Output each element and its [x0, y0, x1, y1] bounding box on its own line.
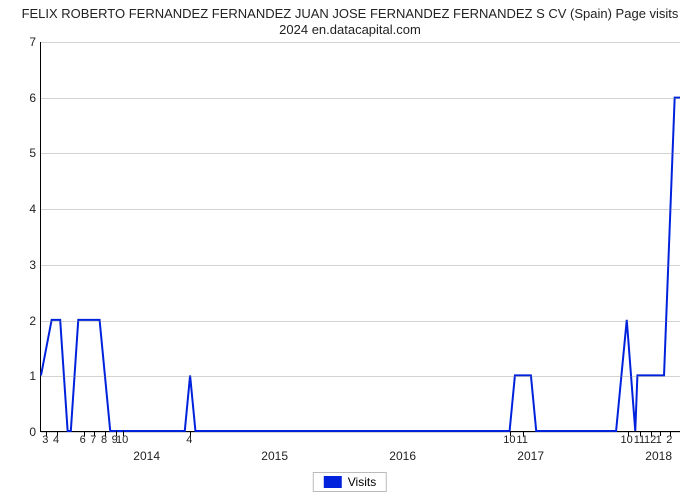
legend-label: Visits [348, 475, 376, 489]
x-minor-label: 7 [90, 434, 96, 446]
x-minor-label: 2 [666, 434, 672, 446]
gridline [41, 153, 680, 154]
gridline [41, 98, 680, 99]
chart-container: FELIX ROBERTO FERNANDEZ FERNANDEZ JUAN J… [0, 0, 700, 500]
title-line-2: 2024 en.datacapital.com [279, 22, 421, 37]
gridline [41, 321, 680, 322]
y-tick-label: 3 [6, 258, 36, 272]
gridline [41, 432, 680, 433]
chart-title: FELIX ROBERTO FERNANDEZ FERNANDEZ JUAN J… [0, 0, 700, 37]
gridline [41, 42, 680, 43]
line-chart-svg [41, 42, 680, 431]
gridline [41, 209, 680, 210]
plot-area [40, 42, 680, 432]
x-minor-label: 3 [42, 434, 48, 446]
x-minor-label: 10 [503, 434, 515, 446]
x-minor-label: 4 [186, 434, 192, 446]
y-tick-label: 6 [6, 91, 36, 105]
gridline [41, 265, 680, 266]
y-tick-label: 0 [6, 425, 36, 439]
x-minor-label: 11 [516, 434, 527, 446]
x-minor-label: 10 [621, 434, 633, 446]
y-tick-label: 2 [6, 314, 36, 328]
x-major-label: 2017 [517, 449, 544, 463]
y-tick-label: 1 [6, 369, 36, 383]
legend-swatch [324, 476, 342, 488]
x-minor-label: 10 [116, 434, 128, 446]
x-minor-label: 4 [53, 434, 59, 446]
x-minor-label: 6 [80, 434, 86, 446]
x-major-label: 2018 [645, 449, 672, 463]
gridline [41, 376, 680, 377]
x-minor-label: 12 [644, 434, 656, 446]
y-tick-label: 7 [6, 35, 36, 49]
x-major-label: 2015 [261, 449, 288, 463]
x-major-label: 2016 [389, 449, 416, 463]
x-major-label: 2014 [133, 449, 160, 463]
legend: Visits [313, 472, 387, 492]
x-minor-label: 8 [101, 434, 107, 446]
y-tick-label: 4 [6, 202, 36, 216]
title-line-1: FELIX ROBERTO FERNANDEZ FERNANDEZ JUAN J… [22, 6, 679, 21]
y-tick-label: 5 [6, 146, 36, 160]
x-minor-label: 1 [656, 434, 662, 446]
